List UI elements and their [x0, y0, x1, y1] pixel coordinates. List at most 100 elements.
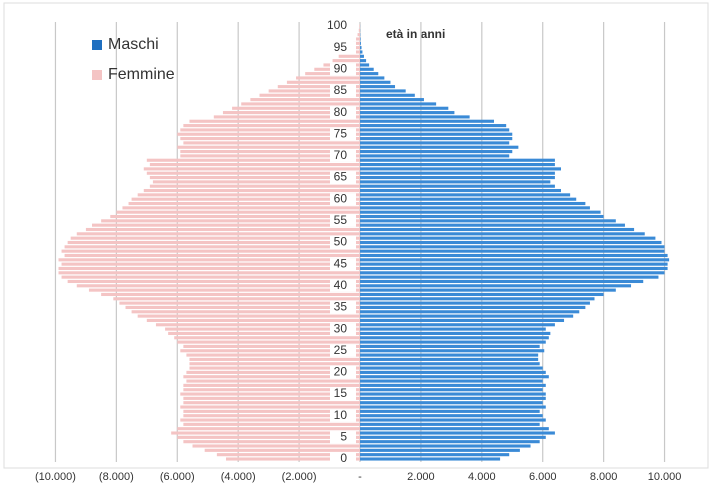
label-bg: [330, 431, 356, 444]
x-tick-label: (4.000): [221, 471, 256, 483]
axis-title: età in anni: [386, 27, 445, 41]
bar: [222, 111, 360, 115]
y-tick-label: 20: [334, 365, 348, 379]
bar: [70, 236, 360, 240]
bar: [155, 323, 360, 327]
bar: [116, 210, 360, 214]
bar: [180, 405, 360, 409]
label-bg: [330, 409, 356, 422]
bar: [360, 193, 571, 197]
bar: [360, 89, 406, 93]
bar: [250, 98, 360, 102]
bar: [360, 219, 616, 223]
bar: [360, 457, 501, 461]
bar: [360, 85, 396, 89]
bar: [360, 297, 595, 301]
label-bg: [330, 149, 356, 162]
label-bg: [330, 20, 356, 32]
bar: [360, 279, 644, 284]
label-bg: [330, 258, 356, 271]
y-tick-label: 55: [334, 213, 348, 227]
y-tick-label: 80: [334, 105, 348, 119]
bar: [137, 193, 360, 197]
bar: [360, 392, 546, 396]
bar: [189, 362, 360, 366]
bar: [360, 401, 543, 405]
label-bg: [330, 63, 356, 76]
bar: [241, 102, 360, 106]
bar: [177, 145, 360, 149]
bar: [149, 175, 360, 180]
bar: [360, 37, 361, 41]
bar: [360, 375, 549, 379]
bar: [180, 349, 360, 353]
bar: [58, 266, 360, 271]
y-tick-label: 85: [334, 83, 348, 97]
bar: [183, 422, 360, 426]
bar: [360, 262, 668, 266]
bar: [360, 111, 455, 115]
bar: [152, 180, 360, 184]
y-tick-label: 0: [340, 451, 347, 465]
bar: [360, 236, 656, 240]
bar: [360, 271, 665, 275]
bar: [360, 119, 494, 123]
bar: [149, 163, 360, 167]
label-bg: [330, 214, 356, 227]
bar: [360, 197, 577, 201]
bar: [360, 76, 385, 80]
y-tick-label: 65: [334, 170, 348, 184]
bar: [76, 232, 360, 236]
bar: [146, 171, 360, 175]
bar: [360, 98, 424, 102]
bar: [360, 327, 546, 331]
bar: [232, 106, 360, 110]
bar: [360, 240, 662, 245]
bar: [360, 422, 540, 426]
legend-swatch: [92, 40, 102, 50]
x-tick-label: (10.000): [35, 471, 76, 483]
y-tick-label: 10: [334, 408, 348, 422]
bar: [143, 167, 360, 171]
bar: [61, 249, 360, 253]
bar: [360, 175, 555, 180]
y-tick-label: 25: [334, 343, 348, 357]
bar: [360, 323, 555, 327]
bar: [360, 163, 555, 167]
bar: [360, 366, 543, 370]
y-tick-label: 90: [334, 61, 348, 75]
bar: [67, 240, 361, 245]
bar: [360, 340, 546, 344]
label-bg: [330, 344, 356, 357]
bar: [360, 379, 543, 383]
bar: [177, 435, 360, 439]
label-bg: [330, 106, 356, 119]
bar: [189, 357, 360, 361]
bar: [183, 414, 360, 418]
bar: [101, 219, 361, 223]
bar: [360, 223, 625, 227]
bar: [360, 154, 510, 158]
bar: [122, 206, 360, 210]
bar: [137, 314, 360, 318]
bar: [360, 158, 555, 162]
bar: [360, 444, 531, 448]
bar: [360, 344, 540, 348]
bar: [360, 188, 561, 193]
bar: [180, 418, 360, 422]
bar: [171, 431, 360, 435]
bar: [360, 54, 364, 58]
x-tick-label: (8.000): [99, 471, 134, 483]
bar: [360, 310, 580, 314]
bar: [183, 375, 360, 379]
bar: [360, 227, 635, 232]
bar: [131, 310, 360, 314]
bar: [186, 379, 360, 383]
bar: [360, 93, 415, 97]
bar: [360, 141, 510, 145]
bar: [183, 383, 360, 387]
bar: [332, 59, 360, 63]
bar: [183, 440, 360, 444]
bar: [177, 340, 360, 344]
frame: [3, 2, 709, 469]
